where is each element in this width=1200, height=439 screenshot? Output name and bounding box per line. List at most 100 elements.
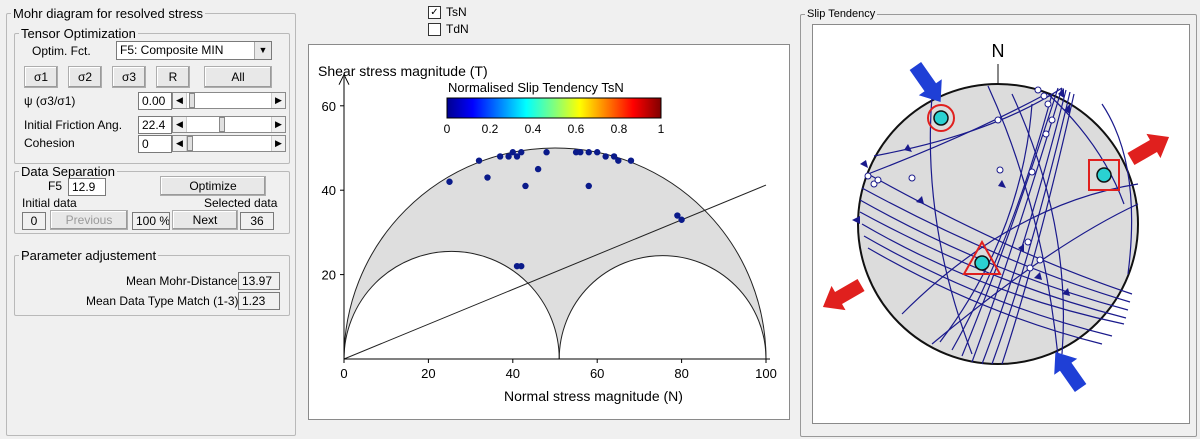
tensor-optimization-title: Tensor Optimization: [21, 26, 136, 41]
data-point: [585, 182, 592, 190]
data-point: [594, 149, 601, 156]
initial-data-label: Initial data: [22, 196, 77, 210]
tdn-checkbox[interactable]: [428, 23, 441, 36]
colorbar-tick-5: 1: [658, 122, 665, 136]
data-point: [534, 165, 542, 173]
colorbar-tick-0: 0: [444, 122, 451, 136]
psi-label: ψ (σ3/σ1): [24, 94, 76, 108]
friction-field[interactable]: 22.4: [138, 116, 172, 134]
data-point: [543, 149, 550, 156]
data-point: [615, 157, 622, 164]
stereonet-circle: [857, 83, 1139, 365]
data-separation-title: Data Separation: [21, 164, 115, 179]
parameter-adjustment-title: Parameter adjustement: [21, 248, 157, 263]
data-point: [496, 153, 504, 160]
data-point: [475, 157, 483, 164]
arrow-right-icon[interactable]: ▶: [271, 93, 285, 108]
data-point: [585, 149, 592, 156]
data-point: [505, 153, 512, 160]
f5-label: F5: [48, 179, 63, 193]
cohesion-slider[interactable]: ◀ ▶: [172, 135, 286, 152]
parameter-adjustment-group: Parameter adjustement: [14, 248, 290, 316]
data-point: [610, 153, 618, 160]
data-point: [509, 149, 516, 156]
selected-data-label: Selected data: [204, 196, 278, 210]
sigma3-button[interactable]: σ3: [112, 66, 146, 88]
y-axis-arrow-icon: [338, 73, 350, 85]
x-tick-label: 20: [421, 366, 435, 381]
colorbar-tick-4: 0.8: [611, 122, 628, 136]
colorbar: [446, 97, 662, 119]
data-point: [484, 174, 491, 181]
colorbar-tick-2: 0.4: [525, 122, 542, 136]
next-button[interactable]: Next: [172, 210, 238, 230]
selected-data-value: 36: [240, 212, 274, 230]
sigma1-button[interactable]: σ1: [24, 66, 58, 88]
x-tick-label: 80: [674, 366, 688, 381]
mohr-distance-value: 13.97: [238, 272, 280, 290]
cohesion-slider-thumb[interactable]: [187, 136, 193, 151]
optim-function-value: F5: Composite MIN: [120, 43, 224, 57]
psi-field[interactable]: 0.00: [138, 92, 172, 110]
data-point: [518, 262, 525, 270]
extension-arrow-right: [1127, 133, 1170, 166]
sigma2-pole: [1096, 167, 1112, 183]
data-point: [602, 153, 609, 160]
y-tick-label: 20: [322, 268, 336, 283]
friction-slider-thumb[interactable]: [219, 117, 225, 132]
data-point: [627, 157, 635, 164]
colorbar-tick-1: 0.2: [482, 122, 499, 136]
sigma3-marker-triangle: [962, 239, 1002, 275]
sigma2-marker-square: [1088, 159, 1120, 191]
sigma2-button[interactable]: σ2: [68, 66, 102, 88]
optimize-button[interactable]: Optimize: [160, 176, 266, 196]
mohr-circle-1: [343, 250, 560, 360]
mohr-diagram: 0 20 40 60 80 100 20 40 60 Shear stress magnitud…: [318, 63, 777, 404]
arrow-right-icon[interactable]: ▶: [271, 117, 285, 132]
data-type-match-value: 1.23: [238, 292, 280, 310]
x-tick-label: 0: [340, 366, 347, 381]
friction-slider[interactable]: ◀ ▶: [172, 116, 286, 133]
data-separation-group: Data Separation: [14, 164, 290, 234]
friction-label: Initial Friction Ang.: [24, 118, 123, 132]
arrow-left-icon[interactable]: ◀: [173, 117, 187, 132]
arrow-left-icon[interactable]: ◀: [173, 136, 187, 151]
data-type-match-label: Mean Data Type Match (1-3): [86, 294, 239, 308]
data-point: [513, 153, 521, 160]
colorbar-title: Normalised Slip Tendency TsN: [448, 80, 624, 95]
compression-arrow-bottom: [1054, 351, 1087, 393]
x-tick-label: 60: [590, 366, 604, 381]
tsn-checkbox[interactable]: ✓: [428, 6, 441, 19]
psi-slider-thumb[interactable]: [189, 93, 195, 108]
cohesion-field[interactable]: 0: [138, 135, 172, 153]
chevron-down-icon[interactable]: ▼: [254, 42, 271, 59]
r-button[interactable]: R: [156, 66, 190, 88]
optim-function-label: Optim. Fct.: [32, 44, 91, 58]
f5-value: 12.9: [68, 178, 106, 196]
compression-arrow-top: [909, 61, 942, 103]
extension-arrow-left: [822, 278, 865, 311]
arrow-right-icon[interactable]: ▶: [271, 136, 285, 151]
sigma1-pole: [933, 110, 949, 126]
previous-button[interactable]: Previous: [50, 210, 128, 230]
x-tick-label: 100: [755, 366, 777, 381]
data-point: [446, 178, 453, 185]
x-tick-label: 40: [506, 366, 520, 381]
sigma3-pole: [974, 255, 990, 271]
mohr-settings-group: Mohr diagram for resolved stress: [6, 6, 296, 436]
optim-function-select[interactable]: F5: Composite MIN ▼: [116, 41, 272, 60]
cohesion-label: Cohesion: [24, 136, 75, 150]
all-button[interactable]: All: [204, 66, 272, 88]
arrow-left-icon[interactable]: ◀: [173, 93, 187, 108]
tsn-label: TsN: [446, 5, 467, 19]
y-tick-label: 40: [322, 183, 336, 198]
mohr-distance-label: Mean Mohr-Distance: [126, 274, 238, 288]
data-point: [577, 149, 584, 156]
y-tick-label: 60: [322, 99, 336, 114]
psi-slider[interactable]: ◀ ▶: [172, 92, 286, 109]
fault-planes: [859, 85, 1139, 365]
stereonet: N: [822, 41, 1170, 393]
north-label: N: [992, 41, 1005, 61]
mohr-circle-2: [558, 255, 767, 360]
data-point: [674, 212, 681, 219]
